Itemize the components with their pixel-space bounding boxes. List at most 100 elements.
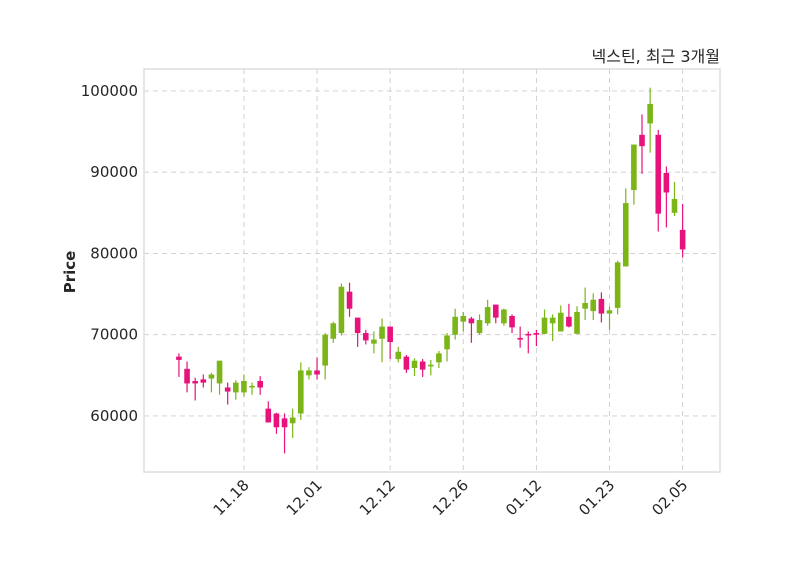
candle: [647, 87, 653, 153]
candle: [411, 358, 418, 377]
candle: [557, 305, 564, 332]
candle: [241, 374, 247, 397]
candle: [574, 306, 580, 334]
candle: [663, 166, 670, 228]
candle-body: [241, 381, 247, 393]
candle: [362, 329, 369, 345]
candle: [233, 380, 239, 400]
candle: [533, 329, 540, 347]
candle: [444, 333, 450, 362]
candle-body: [176, 356, 182, 360]
candle: [306, 367, 312, 380]
candle-body: [525, 333, 532, 336]
candle: [655, 129, 662, 232]
x-tick-label: 02.05: [648, 476, 691, 519]
candle-body: [631, 144, 637, 191]
x-tick-label: 12.01: [283, 476, 326, 519]
candle: [679, 203, 686, 258]
candle-body: [354, 317, 361, 334]
candle-body: [419, 361, 426, 370]
candle: [403, 355, 410, 373]
candle: [371, 331, 377, 354]
candle-body: [306, 370, 312, 376]
candle-body: [395, 351, 402, 360]
candle: [200, 374, 207, 388]
candle: [484, 299, 491, 326]
candle: [541, 309, 548, 334]
candle-body: [265, 408, 272, 423]
candle-body: [614, 262, 621, 308]
candle: [614, 260, 621, 315]
candle: [314, 357, 320, 380]
candle: [427, 359, 434, 376]
candle: [395, 346, 402, 363]
candle: [216, 360, 223, 395]
candle-body: [647, 103, 653, 124]
candle-body: [517, 337, 523, 340]
candle-body: [679, 229, 686, 250]
candle-body: [444, 335, 450, 350]
candle-body: [671, 199, 678, 213]
candle: [249, 382, 255, 395]
candle-body: [322, 334, 328, 366]
candles: [176, 87, 686, 454]
candle-body: [403, 356, 410, 370]
candle: [354, 317, 361, 347]
candle: [289, 408, 296, 438]
candle-body: [233, 382, 239, 393]
candle-body: [208, 374, 215, 379]
grid: [144, 69, 720, 472]
candle: [322, 333, 328, 380]
candle-body: [216, 360, 223, 384]
candle-body: [224, 387, 231, 392]
candle: [525, 331, 532, 354]
x-tick-label: 01.23: [575, 476, 618, 519]
candle: [224, 382, 231, 405]
candle-body: [501, 309, 507, 324]
candle-body: [622, 203, 629, 267]
candle-body: [484, 307, 491, 324]
candle-body: [387, 326, 393, 342]
candle: [492, 304, 499, 324]
candle: [452, 308, 458, 340]
candle-body: [371, 339, 377, 344]
candle-body: [460, 316, 467, 322]
candle: [590, 293, 597, 321]
candle-body: [379, 326, 385, 339]
candle-body: [606, 310, 613, 314]
candle-body: [200, 379, 207, 383]
candle: [598, 292, 605, 323]
candle: [671, 181, 678, 217]
candle-body: [184, 368, 190, 384]
candle: [436, 350, 442, 368]
candle: [273, 412, 280, 434]
candle: [184, 361, 190, 393]
candle-body: [192, 381, 198, 384]
candle-body: [574, 311, 580, 334]
candle-body: [663, 173, 670, 193]
candle: [501, 308, 507, 326]
y-tick-label: 80000: [90, 244, 138, 262]
candle-body: [273, 413, 280, 428]
chart-title: 넥스틴, 최근 3개월: [592, 47, 720, 66]
candle-body: [257, 381, 263, 388]
candle-body: [566, 316, 572, 327]
candle-body: [289, 417, 296, 424]
y-tick-label: 100000: [81, 82, 138, 100]
candle: [639, 114, 645, 174]
candle-body: [452, 316, 458, 335]
candle-body: [314, 370, 320, 375]
candle: [566, 303, 572, 328]
candle: [509, 314, 515, 334]
candle: [622, 188, 629, 267]
y-tick-label: 60000: [90, 407, 138, 425]
candle: [460, 311, 467, 332]
candle-body: [541, 317, 548, 334]
candle: [631, 144, 637, 205]
x-tick-label: 12.12: [356, 476, 399, 519]
candle-body: [557, 312, 564, 332]
candle-body: [549, 317, 556, 324]
candle: [330, 321, 337, 343]
candle-body: [281, 418, 288, 428]
candle: [192, 377, 198, 401]
